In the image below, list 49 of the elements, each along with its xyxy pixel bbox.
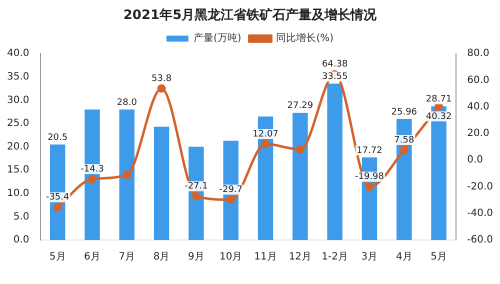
y-tick-label: 15.0	[7, 164, 30, 176]
x-tick-label: 6月	[84, 252, 100, 263]
data-label: -29.7	[219, 185, 243, 195]
x-tick-label: 8月	[153, 252, 170, 263]
y-tick-label: 5.0	[13, 211, 30, 222]
data-label: -19.98	[354, 172, 384, 182]
data-label: 64.38	[322, 60, 348, 70]
data-label: 20.5	[48, 132, 68, 143]
y-tick-label: 30.0	[7, 94, 30, 106]
y2-tick-label: 80.0	[467, 48, 490, 60]
data-label: -35.4	[46, 192, 70, 203]
y-tick-label: 0.0	[13, 234, 30, 246]
y2-tick-label: -40.0	[467, 208, 493, 219]
x-tick-label: 10月	[220, 252, 242, 263]
x-tick-label: 9月	[188, 252, 204, 263]
y-tick-label: 25.0	[7, 118, 30, 130]
data-label: 27.29	[287, 101, 314, 112]
x-tick-label: 11月	[254, 252, 277, 263]
y-tick-label: 20.0	[7, 141, 30, 152]
x-tick-label: 4月	[396, 252, 412, 263]
y-tick-label: 40.0	[7, 48, 30, 60]
data-label: 28.71	[426, 94, 452, 105]
data-label: 53.8	[152, 74, 172, 84]
chart-title: 2021年5月黑龙江省铁矿石产量及增长情况	[123, 7, 378, 24]
data-label: 12.07	[252, 129, 278, 140]
data-label: -27.1	[184, 182, 208, 192]
y2-tick-label: -60.0	[467, 234, 493, 246]
data-label: 33.55	[322, 72, 348, 82]
x-tick-label: 3月	[361, 252, 378, 263]
data-label: -14.3	[80, 164, 104, 174]
y2-tick-label: 20.0	[467, 128, 490, 140]
data-label: 7.58	[394, 135, 414, 146]
x-tick-label: 5月	[430, 252, 447, 263]
x-tick-label: 5月	[49, 252, 66, 263]
y2-tick-label: 60.0	[467, 74, 490, 86]
x-tick-label: 7月	[118, 252, 136, 263]
data-label: 40.32	[426, 112, 452, 122]
data-label: 25.96	[391, 107, 418, 118]
y2-tick-label: 40.0	[467, 101, 490, 112]
legend-label: 同比增长(%)	[276, 32, 334, 44]
y-tick-label: 35.0	[7, 71, 30, 82]
y2-tick-label: 0.0	[467, 154, 484, 166]
data-label: 17.72	[356, 146, 382, 156]
x-tick-label: 12月	[288, 252, 312, 263]
x-tick-label: 1-2月	[322, 252, 348, 263]
y-tick-label: 10.0	[7, 188, 30, 199]
y2-tick-label: -20.0	[467, 181, 493, 192]
data-label: 28.0	[116, 98, 138, 108]
legend-label: 产量(万吨)	[193, 32, 242, 44]
